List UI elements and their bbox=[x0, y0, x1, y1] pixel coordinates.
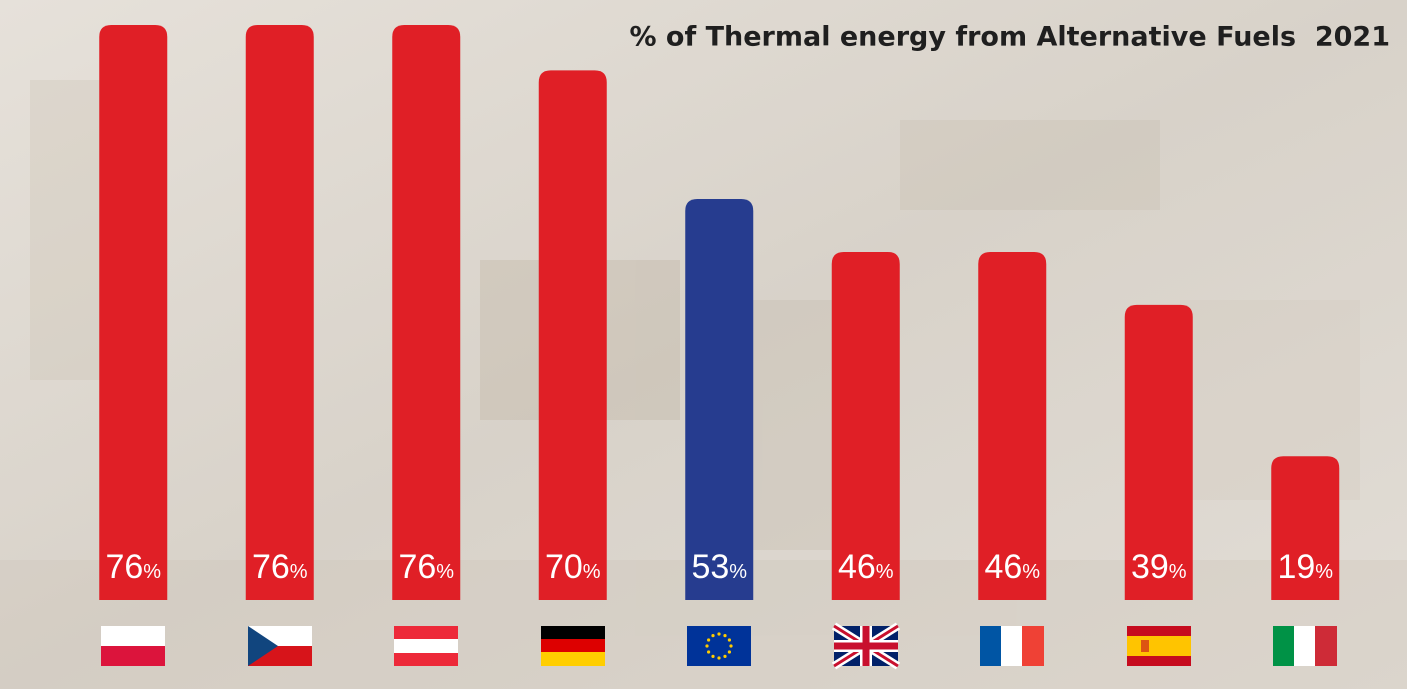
bar bbox=[246, 25, 314, 600]
flag-austria bbox=[394, 626, 458, 666]
bar bbox=[392, 25, 460, 600]
bar bbox=[685, 199, 753, 600]
flag-poland bbox=[101, 626, 165, 666]
flag-germany bbox=[541, 626, 605, 666]
chart: % of Thermal energy from Alternative Fue… bbox=[0, 0, 1407, 689]
bar bbox=[539, 70, 607, 600]
flags bbox=[101, 626, 1337, 666]
flag-eu bbox=[687, 626, 751, 666]
flag-uk bbox=[834, 626, 898, 666]
flag-italy bbox=[1273, 626, 1337, 666]
flag-czechia bbox=[248, 626, 312, 666]
bar bbox=[99, 25, 167, 600]
flag-spain bbox=[1127, 626, 1191, 666]
chart-title: % of Thermal energy from Alternative Fue… bbox=[629, 22, 1390, 53]
flag-france bbox=[980, 626, 1044, 666]
